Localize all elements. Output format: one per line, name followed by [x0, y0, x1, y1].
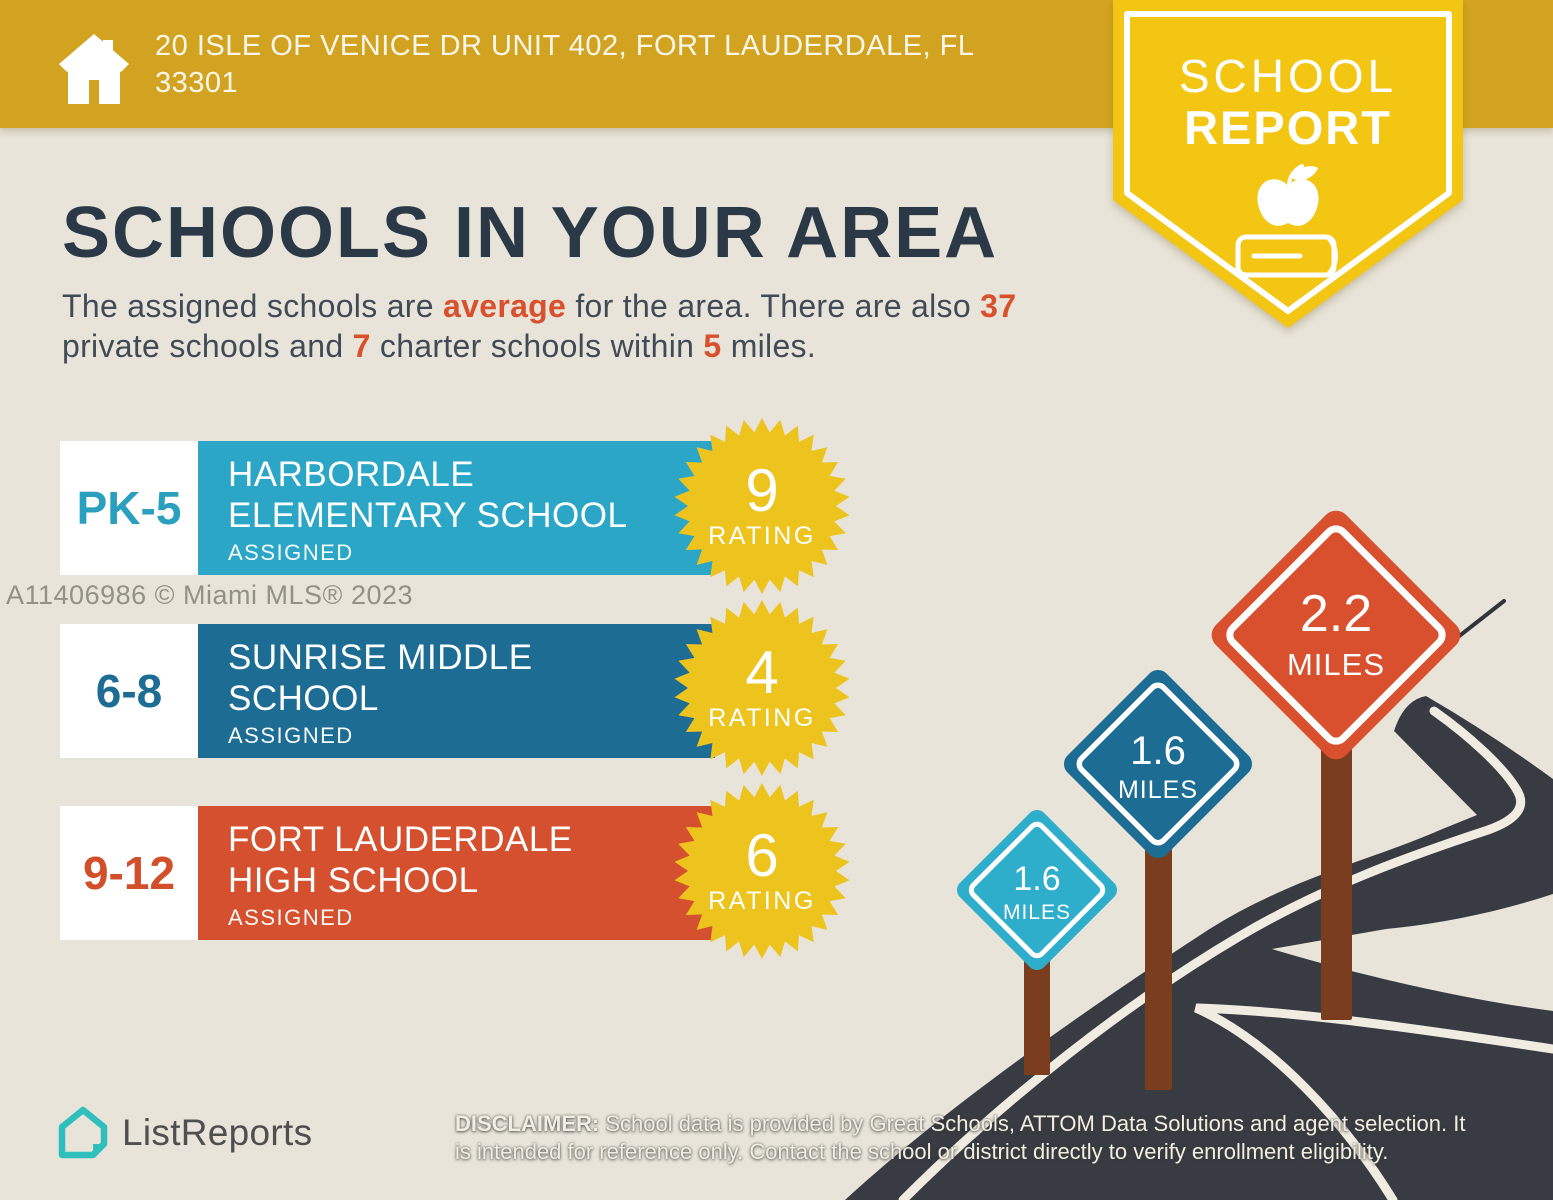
- distance-sign-medium: 1.6 MILES: [1063, 669, 1253, 859]
- home-icon: [59, 34, 129, 104]
- school-row-high: 9-12 FORT LAUDERDALE HIGH SCHOOL ASSIGNE…: [60, 806, 715, 940]
- highlight-private-count: 37: [980, 288, 1017, 324]
- sign-distance: 1.6: [1130, 729, 1186, 773]
- starburst-icon: [674, 600, 850, 776]
- rating-badge-middle: 4 RATING: [672, 598, 852, 778]
- listreports-logo: ListReports: [58, 1106, 312, 1160]
- rating-value: 4: [745, 638, 779, 706]
- highlight-average: average: [443, 288, 567, 324]
- book-icon: [1235, 234, 1338, 278]
- road: [845, 696, 1553, 1200]
- sign-diamond: [956, 809, 1118, 971]
- rating-value: 6: [745, 821, 779, 889]
- sign-distance: 1.6: [1013, 860, 1060, 898]
- sign-diamond: [1063, 669, 1253, 859]
- ribbon-line-2: REPORT: [1184, 101, 1392, 154]
- subtitle-line-1: The assigned schools are average for the…: [62, 286, 1016, 326]
- ribbon-inner-border: [1124, 11, 1452, 314]
- sign-diamond: [1211, 510, 1461, 760]
- grade-range: 6-8: [60, 624, 198, 758]
- starburst-icon: [674, 783, 850, 959]
- sign-post-small: [1024, 955, 1050, 1075]
- subtitle-text: miles.: [721, 328, 817, 364]
- sign-inner-border: [1226, 525, 1446, 745]
- road-line-left: [898, 706, 1526, 1200]
- rating-label: RATING: [708, 886, 816, 915]
- brand-name: ListReports: [122, 1112, 313, 1153]
- rating-badge-elementary: 9 RATING: [672, 416, 852, 596]
- grade-range: 9-12: [60, 806, 198, 940]
- mls-watermark: A11406986 © Miami MLS® 2023: [6, 580, 414, 610]
- sign-unit: MILES: [1003, 901, 1071, 924]
- rating-text: 4 RATING: [672, 598, 852, 778]
- disclaimer: DISCLAIMER: School data is provided by G…: [455, 1110, 1525, 1166]
- assigned-label: ASSIGNED: [228, 905, 354, 930]
- sign-inner-border: [1076, 682, 1240, 846]
- sign-unit: MILES: [1287, 647, 1385, 682]
- subtitle-text: charter schools within: [370, 328, 704, 364]
- ribbon-line-1: SCHOOL: [1179, 50, 1397, 102]
- school-name-line-2: HIGH SCHOOL: [228, 861, 479, 900]
- school-name-line-1: HARBORDALE: [228, 455, 475, 494]
- rating-label: RATING: [708, 521, 816, 550]
- listreports-house-icon: [58, 1106, 108, 1159]
- sign-inner-border: [968, 821, 1106, 959]
- grade-range: PK-5: [60, 441, 198, 575]
- rating-label: RATING: [708, 703, 816, 732]
- sign-distance: 2.2: [1300, 585, 1372, 643]
- school-row-elementary: PK-5 HARBORDALE ELEMENTARY SCHOOL ASSIGN…: [60, 441, 715, 575]
- apple-icon: [1257, 164, 1319, 226]
- rating-text: 6 RATING: [672, 781, 852, 961]
- subtitle-text: The assigned schools are: [62, 288, 444, 324]
- school-bar: SUNRISE MIDDLE SCHOOL ASSIGNED: [198, 624, 715, 758]
- subtitle-line-2: private schools and 7 charter schools wi…: [62, 326, 1016, 366]
- highlight-miles: 5: [703, 328, 722, 364]
- subtitle: The assigned schools are average for the…: [62, 286, 1016, 366]
- address-line-2: 33301: [155, 67, 239, 99]
- assigned-label: ASSIGNED: [228, 540, 354, 565]
- school-row-middle: 6-8 SUNRISE MIDDLE SCHOOL ASSIGNED: [60, 624, 715, 758]
- property-address: 20 ISLE OF VENICE DR UNIT 402, FORT LAUD…: [155, 28, 1155, 102]
- disclaimer-line-1: School data is provided by Great Schools…: [599, 1111, 1466, 1136]
- page-title: SCHOOLS IN YOUR AREA: [62, 193, 999, 273]
- road-line-right: [1194, 1003, 1553, 1200]
- distance-sign-large: 2.2 MILES: [1211, 510, 1461, 760]
- starburst-icon: [674, 418, 850, 594]
- school-name-line-2: ELEMENTARY SCHOOL: [228, 496, 628, 535]
- sign-post-large: [1321, 748, 1352, 1020]
- assigned-label: ASSIGNED: [228, 723, 354, 748]
- school-bar: HARBORDALE ELEMENTARY SCHOOL ASSIGNED: [198, 441, 715, 575]
- address-line-1: 20 ISLE OF VENICE DR UNIT 402, FORT LAUD…: [155, 30, 975, 62]
- school-name-line-1: FORT LAUDERDALE: [228, 820, 573, 859]
- subtitle-text: for the area. There are also: [566, 288, 981, 324]
- school-name-line-2: SCHOOL: [228, 679, 379, 718]
- highlight-charter-count: 7: [352, 328, 371, 364]
- rating-text: 9 RATING: [672, 416, 852, 596]
- disclaimer-line-2: is intended for reference only. Contact …: [455, 1139, 1389, 1164]
- rating-badge-high: 6 RATING: [672, 781, 852, 961]
- subtitle-text: private schools and: [62, 328, 353, 364]
- school-name-line-1: SUNRISE MIDDLE: [228, 638, 533, 677]
- school-report-ribbon: SCHOOL REPORT: [1113, 0, 1463, 328]
- disclaimer-label: DISCLAIMER:: [455, 1111, 600, 1136]
- rating-value: 9: [745, 456, 779, 524]
- sign-post-medium: [1145, 845, 1172, 1090]
- sign-unit: MILES: [1118, 776, 1198, 804]
- school-bar: FORT LAUDERDALE HIGH SCHOOL ASSIGNED: [198, 806, 715, 940]
- distance-sign-small: 1.6 MILES: [956, 809, 1118, 971]
